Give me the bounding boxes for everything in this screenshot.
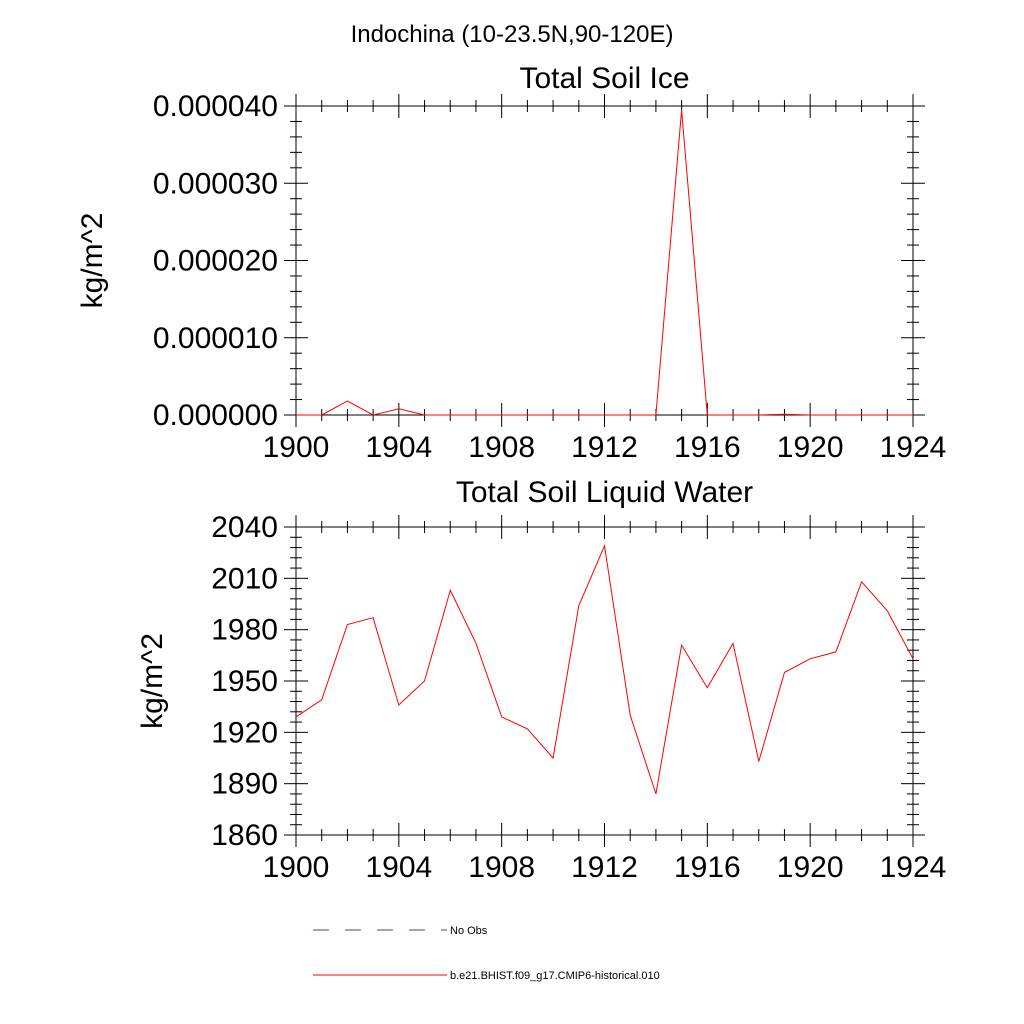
legend-label: No Obs	[450, 925, 488, 937]
y-axis-label: kg/m^2	[136, 633, 169, 729]
y-tick-label: 1950	[211, 665, 278, 698]
y-axis-label: kg/m^2	[76, 213, 109, 309]
y-tick-label: 0.000010	[153, 322, 278, 355]
y-tick-label: 1860	[211, 819, 278, 852]
x-tick-label: 1904	[365, 851, 432, 884]
x-tick-label: 1908	[468, 431, 535, 464]
chart-panel-1: Total Soil Ice kg/m^2 1900 1904 1908 1912 1916…	[76, 62, 946, 464]
x-tick-label: 1912	[571, 431, 638, 464]
y-tick-label: 2010	[211, 562, 278, 595]
chart-title: Total Soil Liquid Water	[456, 476, 753, 509]
y-tick-label: 0.000030	[153, 167, 278, 200]
x-tick-label: 1920	[777, 851, 844, 884]
x-tick-label: 1916	[674, 431, 741, 464]
series-line	[296, 109, 913, 416]
x-tick-label: 1924	[880, 851, 947, 884]
y-tick-label: 1920	[211, 716, 278, 749]
y-tick-label: 2040	[211, 511, 278, 544]
y-tick-label: 0.000020	[153, 245, 278, 278]
y-tick-label: 0.000040	[153, 90, 278, 123]
series-line	[295, 543, 914, 795]
legend: No Obs b.e21.BHIST.f09_g17.CMIP6-historic…	[313, 925, 660, 982]
plot-frame	[295, 526, 914, 836]
x-tick-label: 1920	[777, 431, 844, 464]
x-tick-label: 1908	[468, 851, 535, 884]
x-tick-label: 1916	[674, 851, 741, 884]
x-tick-label: 1912	[571, 851, 638, 884]
legend-label: b.e21.BHIST.f09_g17.CMIP6-historical.010	[450, 970, 660, 982]
y-tick-label: 0.000000	[153, 399, 278, 432]
y-tick-label: 1980	[211, 614, 278, 647]
chart-title: Total Soil Ice	[519, 62, 689, 95]
figure-title: Indochina (10-23.5N,90-120E)	[351, 21, 674, 48]
x-tick-label: 1900	[263, 851, 330, 884]
y-tick-label: 1890	[211, 768, 278, 801]
plot-frame	[295, 105, 914, 416]
x-tick-label: 1900	[263, 431, 330, 464]
chart-panel-2: Total Soil Liquid Water kg/m^2 1900 1904 190…	[136, 476, 946, 884]
x-tick-label: 1904	[365, 431, 432, 464]
x-tick-label: 1924	[880, 431, 947, 464]
